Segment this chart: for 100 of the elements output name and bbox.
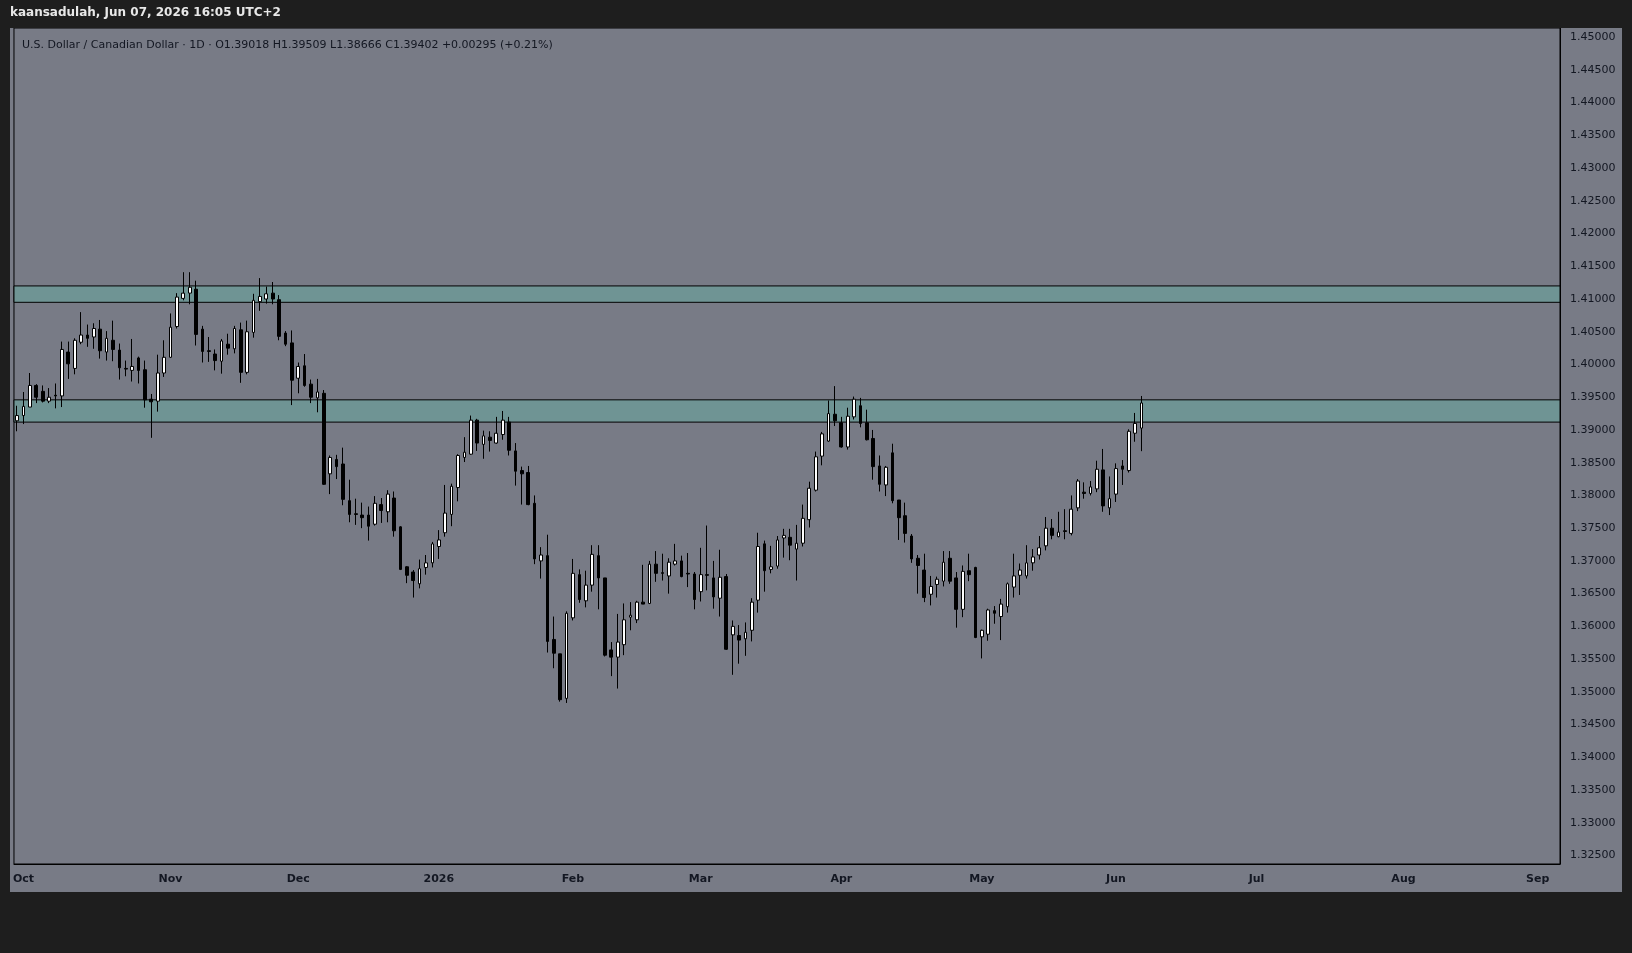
y-tick-label: 1.45000: [1570, 30, 1616, 44]
candlestick: [903, 502, 907, 544]
candlestick: [782, 528, 786, 559]
x-tick-label: Aug: [1391, 872, 1416, 885]
candlestick: [993, 605, 996, 625]
y-tick-label: 1.41500: [1570, 259, 1616, 273]
candlestick: [463, 436, 466, 463]
candlestick: [788, 528, 792, 561]
x-tick-label: 2026: [423, 872, 455, 885]
candlestick: [922, 553, 926, 603]
candlestick: [239, 322, 243, 384]
y-tick-label: 1.32500: [1570, 848, 1616, 862]
candlestick: [1127, 428, 1131, 474]
candlestick: [456, 453, 460, 502]
candlestick: [79, 311, 83, 345]
candlestick: [756, 532, 760, 614]
candlestick: [86, 324, 89, 348]
x-tick-label: Jun: [1105, 872, 1126, 885]
candlestick: [820, 431, 824, 466]
candlestick: [1121, 459, 1124, 486]
candlestick: [1050, 518, 1054, 540]
x-tick-label: Jul: [1247, 872, 1265, 885]
candlestick: [673, 543, 677, 566]
candlestick: [226, 333, 230, 356]
candlestick: [386, 489, 390, 523]
candlestick: [871, 429, 875, 481]
candlestick: [763, 540, 766, 593]
candlestick: [66, 341, 70, 380]
candlestick: [897, 499, 901, 541]
candlestick: [424, 554, 428, 576]
y-tick-label: 1.37500: [1570, 521, 1616, 535]
candlestick: [520, 466, 524, 506]
y-tick-label: 1.37000: [1570, 553, 1616, 567]
candlestick: [284, 330, 287, 347]
candlestick: [942, 550, 945, 587]
candlestick: [699, 547, 703, 602]
candlestick: [654, 550, 658, 583]
candlestick: [635, 600, 639, 624]
candlestick: [967, 553, 971, 582]
x-tick-label: Nov: [158, 872, 184, 885]
y-tick-label: 1.36000: [1570, 619, 1616, 633]
candlestick: [916, 554, 920, 595]
candlestick: [418, 559, 421, 589]
candlestick: [616, 613, 620, 690]
candlestick: [207, 336, 211, 363]
candlestick: [533, 494, 536, 565]
candlestick: [335, 454, 338, 480]
candlestick: [661, 553, 664, 582]
candlestick: [341, 447, 345, 506]
candlestick: [648, 560, 651, 605]
y-tick-label: 1.35000: [1570, 684, 1616, 698]
candlestick: [597, 544, 600, 610]
candlestick: [443, 484, 447, 538]
text: kaansadulah, Jun 07, 2026 16:05 UTC+2: [10, 5, 281, 19]
candlestick: [948, 550, 952, 585]
candlestick: [1101, 448, 1105, 513]
candlestick: [552, 616, 556, 669]
x-tick-label: May: [969, 872, 995, 885]
candlestick: [667, 557, 671, 595]
candlestick: [1082, 481, 1086, 500]
candlestick: [776, 535, 779, 570]
y-tick-label: 1.39000: [1570, 422, 1616, 436]
candlestick: [130, 338, 134, 383]
x-tick-label: Feb: [561, 872, 585, 885]
candlestick: [731, 619, 735, 676]
candlestick: [910, 533, 913, 564]
candlestick: [1076, 478, 1080, 512]
candlestick: [233, 325, 236, 354]
candlestick: [929, 575, 933, 606]
candlestick: [303, 353, 306, 388]
candlestick: [405, 565, 409, 584]
candlestick: [379, 497, 383, 524]
candlestick: [137, 356, 140, 384]
candlestick: [807, 481, 811, 529]
x-tick-label: Apr: [830, 872, 853, 885]
candlestick: [373, 495, 377, 527]
y-tick-label: 1.39500: [1570, 390, 1616, 404]
candlestick: [737, 624, 741, 665]
candlestick: [201, 325, 204, 364]
candlestick: [1095, 460, 1099, 493]
candlestick: [961, 564, 965, 618]
candlestick: [124, 360, 128, 377]
candlestick: [712, 560, 715, 610]
candlestick: [1025, 544, 1028, 580]
y-tick-label: 1.43500: [1570, 128, 1616, 142]
candlestick: [1018, 563, 1022, 596]
candlestick: [111, 320, 115, 362]
candlestick: [1057, 511, 1060, 538]
candlestick: [245, 320, 249, 375]
candlestick: [986, 608, 990, 642]
candlestick: [999, 598, 1003, 641]
candlestick: [578, 568, 581, 604]
candlestick: [431, 541, 434, 568]
candlestick: [98, 319, 102, 360]
candlestick: [744, 621, 747, 657]
x-tick-label: Mar: [688, 872, 714, 885]
y-tick-label: 1.34000: [1570, 750, 1616, 764]
candlestick: [220, 338, 223, 375]
candlestick: [1031, 548, 1035, 572]
candlestick: [328, 454, 332, 495]
